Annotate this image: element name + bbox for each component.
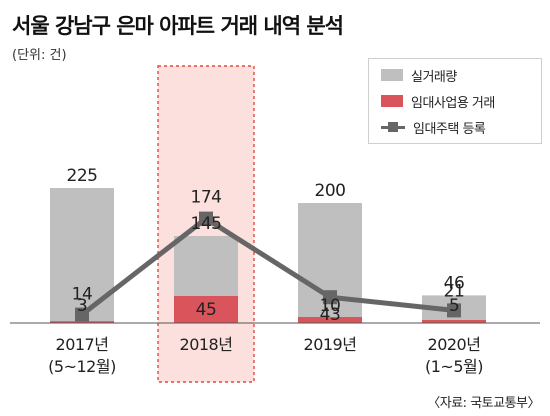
line-rental-registration	[80, 215, 455, 317]
labels-layer: 225 145 200 46 3 45 10 5 14 174 43 21	[67, 166, 465, 325]
category-label: 2018년	[180, 335, 233, 354]
value-label-rental-business: 45	[196, 300, 217, 320]
bar-rental-business	[50, 321, 114, 323]
legend-swatch-rental-business	[381, 95, 403, 107]
legend-item-actual: 실거래량	[381, 65, 457, 85]
legend-label-rental-registration: 임대주택 등록	[413, 121, 486, 137]
line-marker	[75, 307, 89, 322]
bar-rental-business	[174, 296, 238, 323]
line-layer	[75, 211, 461, 322]
unit-label: (단위: 건)	[12, 48, 67, 63]
value-label-rental-business: 5	[449, 296, 459, 316]
legend-item-rental-business: 임대사업용 거래	[381, 91, 495, 111]
category-label: 2019년	[304, 335, 357, 354]
legend-item-rental-registration: 임대주택 등록	[381, 117, 486, 137]
value-label-rental-registration: 174	[191, 188, 222, 208]
category-labels: 2017년 (5~12월) 2018년 2019년 2020년 (1~5월)	[48, 335, 483, 376]
value-label-actual: 225	[67, 166, 98, 186]
value-label-rental-business: 3	[77, 296, 87, 316]
line-marker	[447, 303, 461, 318]
category-label: (5~12월)	[48, 357, 116, 376]
value-label-rental-business: 10	[320, 296, 341, 316]
line-marker	[323, 290, 337, 305]
value-label-rental-registration: 43	[320, 305, 341, 325]
category-label: (1~5월)	[425, 357, 483, 376]
bar-rental-business	[298, 317, 362, 323]
category-label: 2020년	[428, 335, 481, 354]
legend-swatch-actual	[381, 69, 403, 81]
value-label-actual: 46	[444, 273, 465, 293]
legend-swatch-rental-registration	[381, 121, 405, 133]
chart-title: 서울 강남구 은마 아파트 거래 내역 분석	[12, 14, 344, 38]
bar-rental-business	[422, 320, 486, 323]
value-label-rental-registration: 21	[444, 281, 465, 301]
line-marker	[199, 211, 213, 226]
value-label-actual: 145	[191, 214, 222, 234]
value-label-rental-registration: 14	[72, 285, 93, 305]
category-label: 2017년	[56, 335, 109, 354]
legend-label-rental-business: 임대사업용 거래	[411, 95, 495, 111]
value-label-actual: 200	[315, 181, 346, 201]
legend-label-actual: 실거래량	[411, 69, 457, 85]
source-label: 〈자료: 국토교통부〉	[427, 396, 540, 411]
legend: 실거래량 임대사업용 거래 임대주택 등록	[368, 58, 542, 144]
